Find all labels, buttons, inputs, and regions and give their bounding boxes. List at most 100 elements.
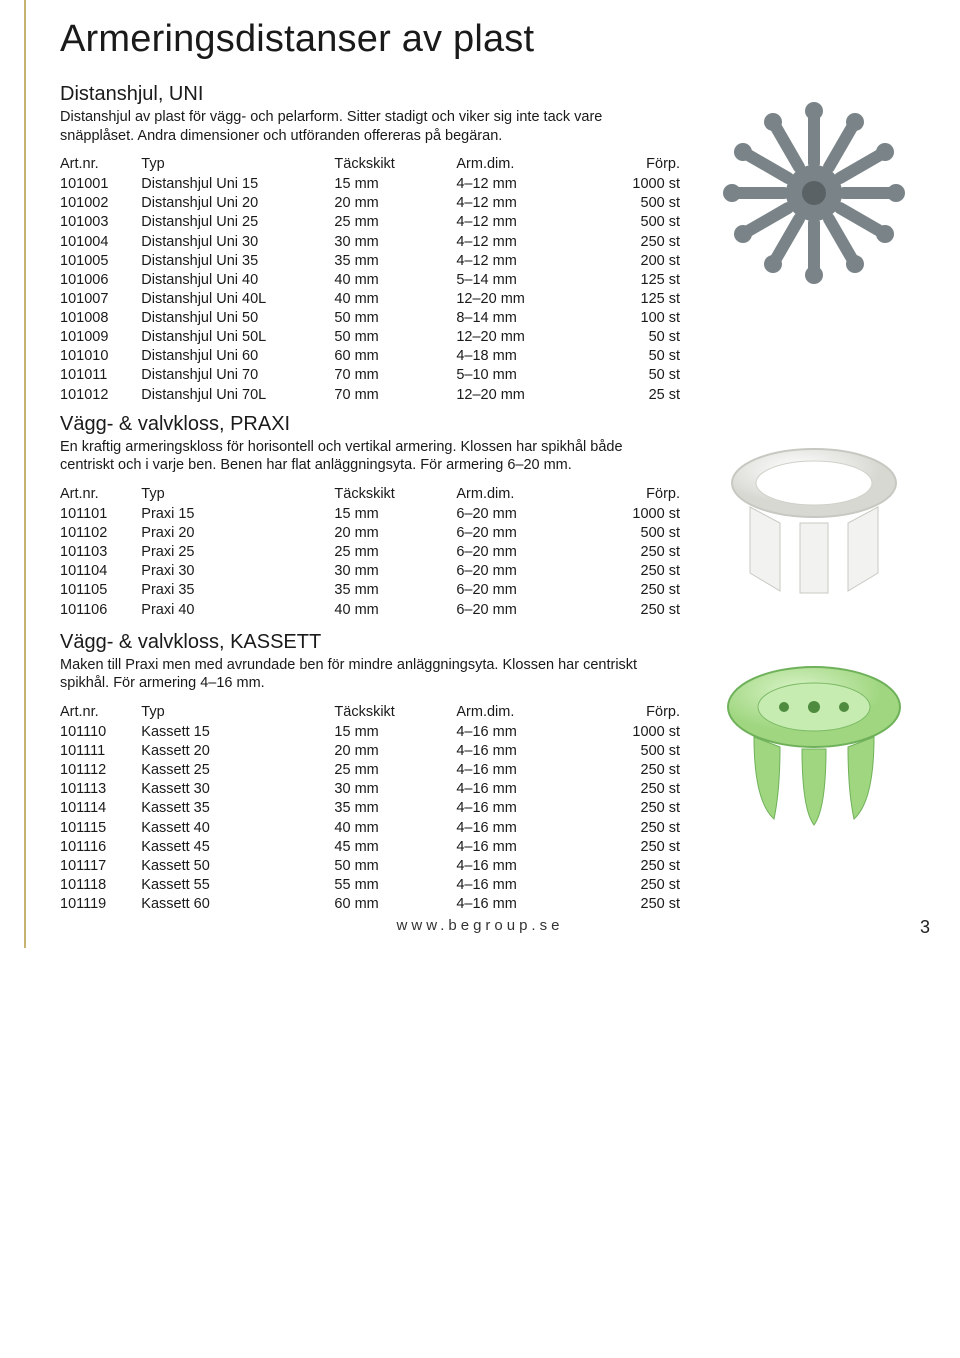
table-cell: 50 mm <box>334 857 456 876</box>
table-cell: 55 mm <box>334 876 456 895</box>
table-cell: Kassett 40 <box>141 819 334 838</box>
table-cell: Distanshjul Uni 30 <box>141 233 334 252</box>
table-row: 101105Praxi 3535 mm6–20 mm250 st <box>60 581 680 600</box>
table-row: 101106Praxi 4040 mm6–20 mm250 st <box>60 601 680 620</box>
table-cell: 50 st <box>588 347 680 366</box>
table-cell: Distanshjul Uni 60 <box>141 347 334 366</box>
table-header: Arm.dim. <box>456 485 588 505</box>
table-cell: 101114 <box>60 799 141 818</box>
table-cell: 1000 st <box>588 505 680 524</box>
table-cell: 20 mm <box>334 524 456 543</box>
product-table: Art.nr.TypTäckskiktArm.dim.Förp.101001Di… <box>60 155 680 405</box>
praxi-icon <box>704 423 924 623</box>
table-cell: 100 st <box>588 309 680 328</box>
table-cell: 250 st <box>588 819 680 838</box>
table-cell: 70 mm <box>334 366 456 385</box>
table-row: 101116Kassett 4545 mm4–16 mm250 st <box>60 838 680 857</box>
table-cell: Distanshjul Uni 70L <box>141 386 334 405</box>
table-cell: 4–12 mm <box>456 233 588 252</box>
table-cell: 101105 <box>60 581 141 600</box>
table-cell: 101104 <box>60 562 141 581</box>
table-cell: 4–16 mm <box>456 761 588 780</box>
table-row: 101114Kassett 3535 mm4–16 mm250 st <box>60 799 680 818</box>
table-cell: 101119 <box>60 895 141 914</box>
table-row: 101112Kassett 2525 mm4–16 mm250 st <box>60 761 680 780</box>
table-cell: 101001 <box>60 175 141 194</box>
table-row: 101113Kassett 3030 mm4–16 mm250 st <box>60 780 680 799</box>
table-cell: 4–16 mm <box>456 723 588 742</box>
table-header: Typ <box>141 155 334 175</box>
table-cell: Distanshjul Uni 40 <box>141 271 334 290</box>
table-cell: Kassett 45 <box>141 838 334 857</box>
table-cell: 101117 <box>60 857 141 876</box>
table-cell: Praxi 25 <box>141 543 334 562</box>
table-row: 101118Kassett 5555 mm4–16 mm250 st <box>60 876 680 895</box>
table-cell: 40 mm <box>334 271 456 290</box>
table-cell: 125 st <box>588 271 680 290</box>
table-cell: 30 mm <box>334 562 456 581</box>
table-cell: 101115 <box>60 819 141 838</box>
table-cell: 60 mm <box>334 347 456 366</box>
table-cell: Distanshjul Uni 70 <box>141 366 334 385</box>
product-table: Art.nr.TypTäckskiktArm.dim.Förp.101110Ka… <box>60 703 680 914</box>
table-row: 101010Distanshjul Uni 6060 mm4–18 mm50 s… <box>60 347 680 366</box>
section-description: Distanshjul av plast för vägg- och pelar… <box>60 108 680 145</box>
table-cell: 250 st <box>588 761 680 780</box>
table-cell: 101006 <box>60 271 141 290</box>
table-cell: 40 mm <box>334 601 456 620</box>
footer-url: www.begroup.se <box>0 917 960 934</box>
kassett-icon <box>704 641 924 841</box>
table-cell: 250 st <box>588 895 680 914</box>
section-heading: Vägg- & valvkloss, PRAXI <box>60 413 680 436</box>
table-cell: Kassett 20 <box>141 742 334 761</box>
table-cell: 101103 <box>60 543 141 562</box>
section-description: En kraftig armeringskloss för horisontel… <box>60 438 680 475</box>
table-cell: 250 st <box>588 799 680 818</box>
table-row: 101008Distanshjul Uni 5050 mm8–14 mm100 … <box>60 309 680 328</box>
table-header: Förp. <box>588 485 680 505</box>
table-header: Täckskikt <box>334 485 456 505</box>
table-cell: Kassett 25 <box>141 761 334 780</box>
page-number: 3 <box>920 917 930 938</box>
table-cell: 50 st <box>588 328 680 347</box>
table-cell: 250 st <box>588 233 680 252</box>
table-cell: 4–16 mm <box>456 838 588 857</box>
table-cell: 101113 <box>60 780 141 799</box>
product-table: Art.nr.TypTäckskiktArm.dim.Förp.101101Pr… <box>60 485 680 620</box>
table-cell: 45 mm <box>334 838 456 857</box>
table-row: 101103Praxi 2525 mm6–20 mm250 st <box>60 543 680 562</box>
table-cell: 250 st <box>588 581 680 600</box>
table-cell: Kassett 50 <box>141 857 334 876</box>
table-cell: 6–20 mm <box>456 524 588 543</box>
table-cell: Praxi 40 <box>141 601 334 620</box>
table-cell: 101116 <box>60 838 141 857</box>
page-title: Armeringsdistanser av plast <box>60 18 930 61</box>
table-cell: 25 mm <box>334 761 456 780</box>
table-cell: 4–12 mm <box>456 175 588 194</box>
table-cell: 15 mm <box>334 505 456 524</box>
table-cell: 70 mm <box>334 386 456 405</box>
table-cell: Distanshjul Uni 40L <box>141 290 334 309</box>
table-cell: 6–20 mm <box>456 601 588 620</box>
table-cell: 250 st <box>588 562 680 581</box>
table-cell: 250 st <box>588 876 680 895</box>
table-cell: 12–20 mm <box>456 386 588 405</box>
table-cell: 500 st <box>588 742 680 761</box>
table-row: 101005Distanshjul Uni 3535 mm4–12 mm200 … <box>60 252 680 271</box>
product-image <box>698 79 930 293</box>
table-cell: 50 st <box>588 366 680 385</box>
table-cell: 40 mm <box>334 819 456 838</box>
table-cell: 15 mm <box>334 723 456 742</box>
table-cell: 25 mm <box>334 213 456 232</box>
table-header: Arm.dim. <box>456 155 588 175</box>
table-cell: 101011 <box>60 366 141 385</box>
table-cell: 4–12 mm <box>456 213 588 232</box>
table-row: 101002Distanshjul Uni 2020 mm4–12 mm500 … <box>60 194 680 213</box>
table-cell: 101004 <box>60 233 141 252</box>
table-cell: 4–18 mm <box>456 347 588 366</box>
table-cell: 250 st <box>588 543 680 562</box>
table-cell: 4–16 mm <box>456 799 588 818</box>
table-row: 101115Kassett 4040 mm4–16 mm250 st <box>60 819 680 838</box>
table-row: 101102Praxi 2020 mm6–20 mm500 st <box>60 524 680 543</box>
table-cell: 12–20 mm <box>456 290 588 309</box>
